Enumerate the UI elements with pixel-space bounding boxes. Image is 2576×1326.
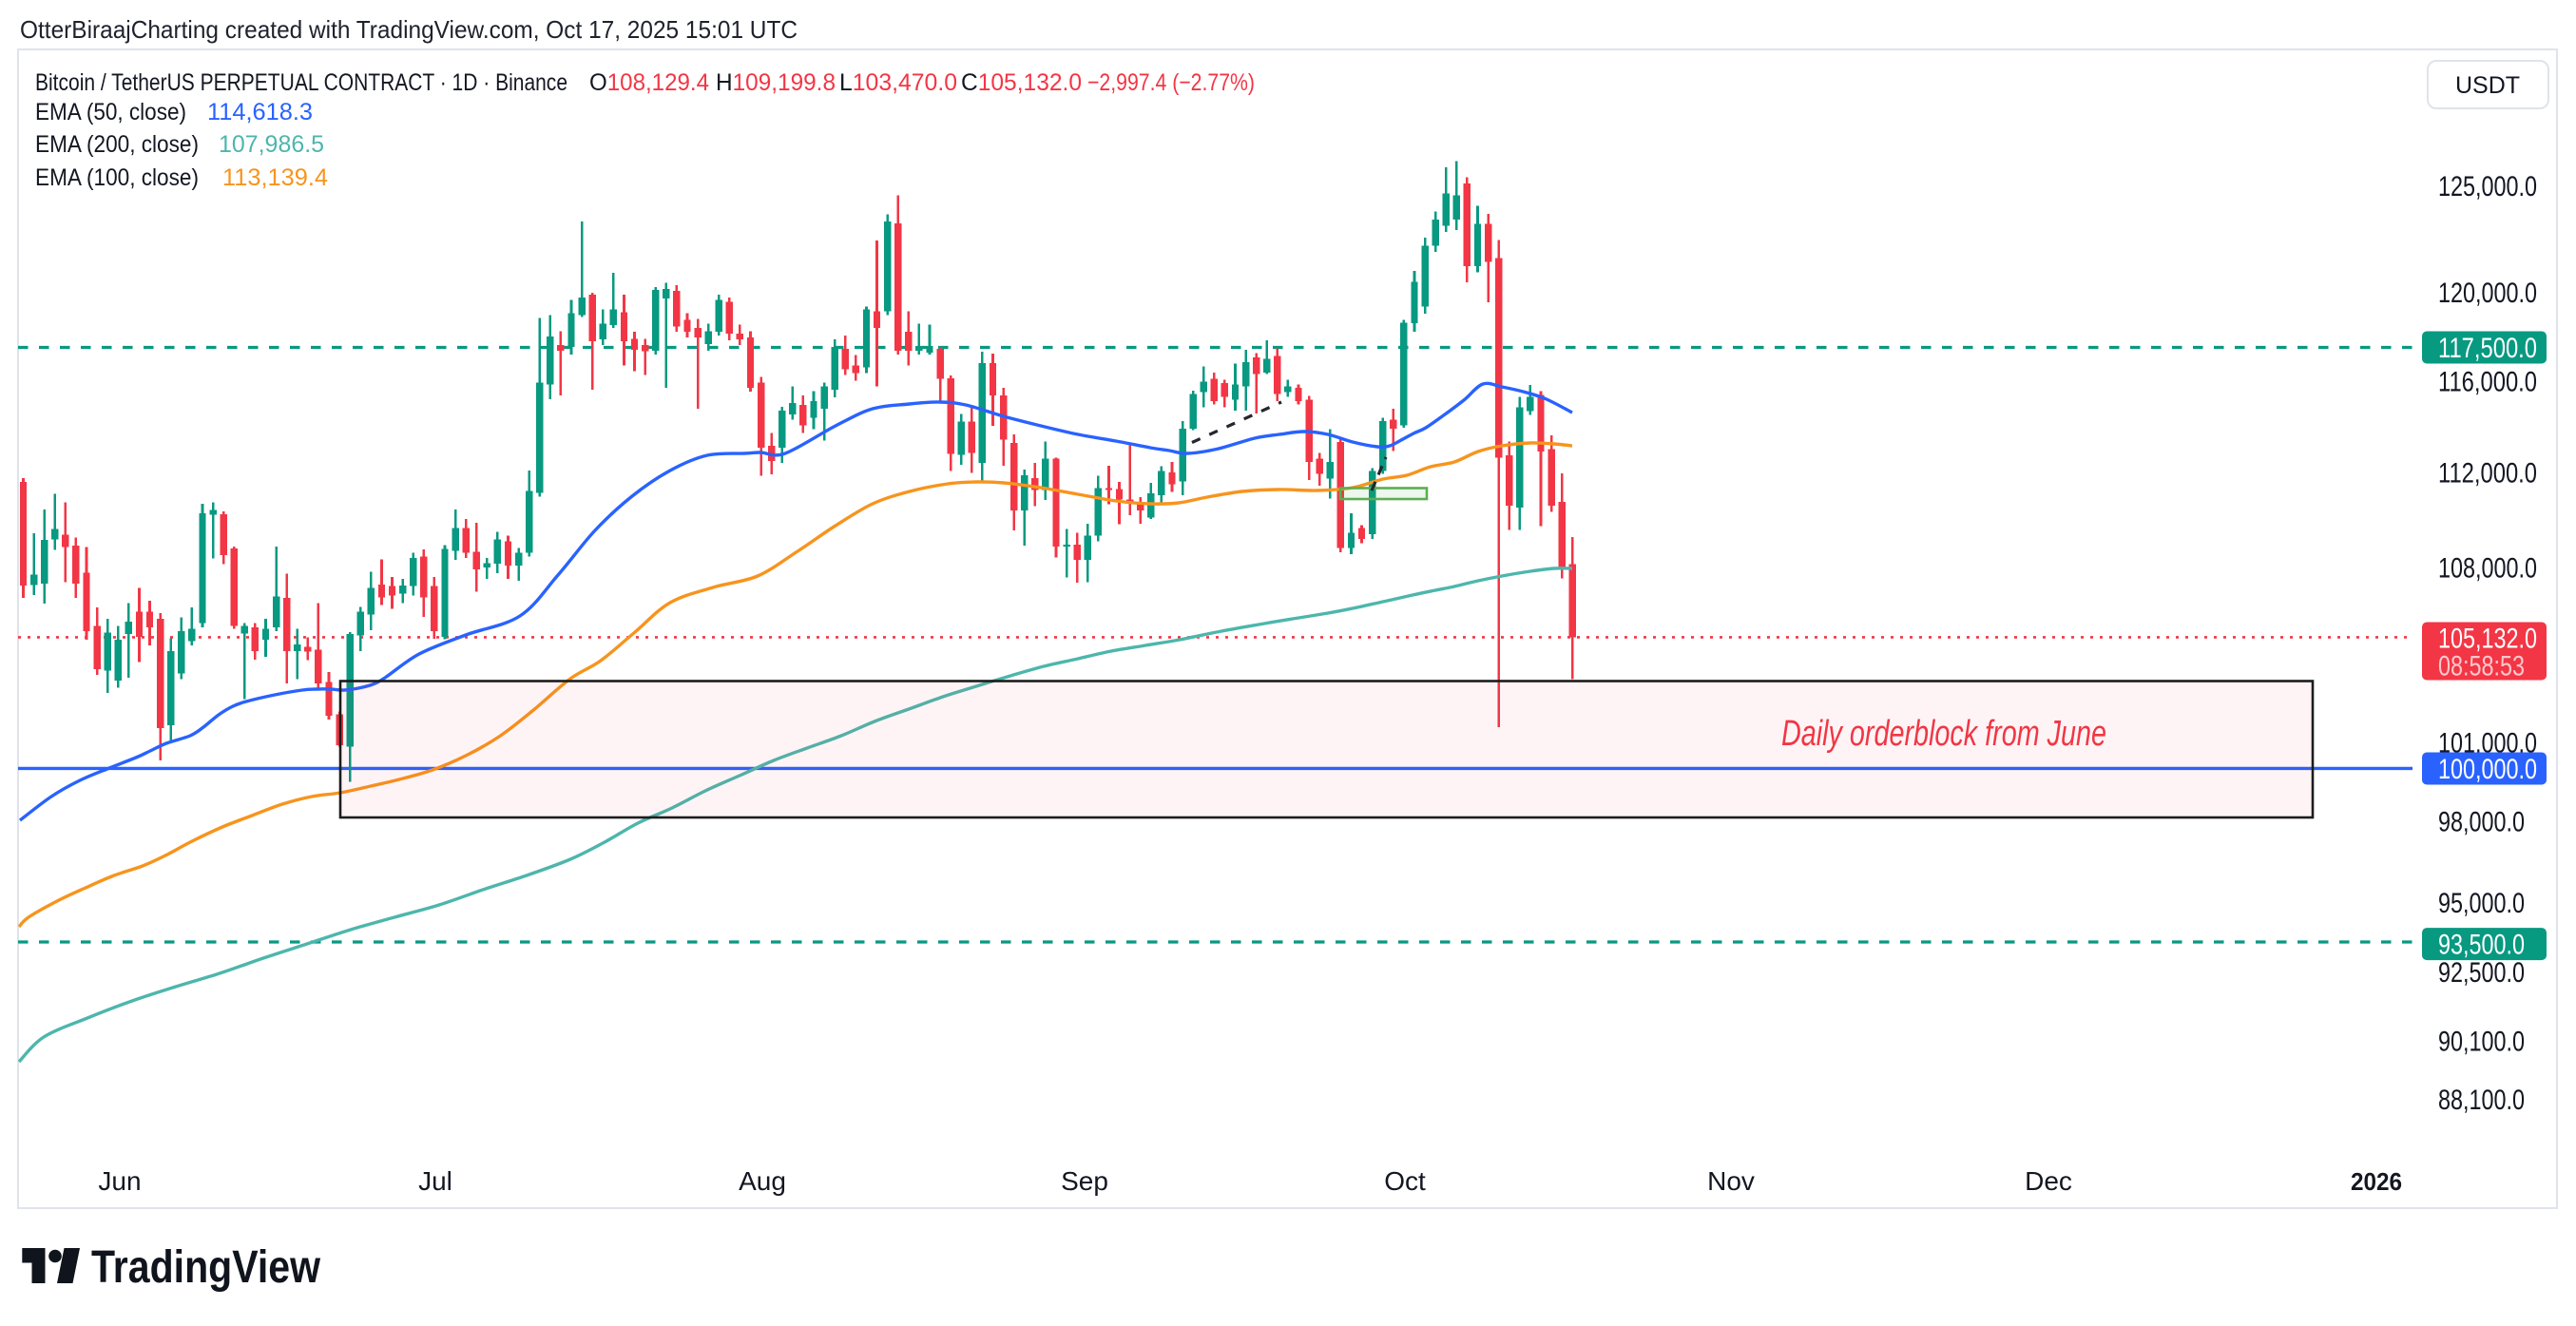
svg-text:92,500.0: 92,500.0 (2438, 957, 2525, 989)
svg-text:Aug: Aug (739, 1166, 786, 1196)
svg-text:90,100.0: 90,100.0 (2438, 1026, 2525, 1057)
svg-text:Dec: Dec (2025, 1166, 2072, 1196)
svg-text:125,000.0: 125,000.0 (2438, 171, 2537, 202)
svg-text:EMA (100, close): EMA (100, close) (35, 164, 199, 191)
svg-text:08:58:53: 08:58:53 (2438, 651, 2525, 682)
svg-text:OtterBiraajCharting created wi: OtterBiraajCharting created with Trading… (20, 15, 798, 44)
svg-text:88,100.0: 88,100.0 (2438, 1085, 2525, 1116)
svg-text:105,132.0: 105,132.0 (2438, 624, 2537, 655)
svg-text:116,000.0: 116,000.0 (2438, 366, 2537, 397)
svg-text:98,000.0: 98,000.0 (2438, 807, 2525, 838)
svg-text:Jun: Jun (98, 1166, 141, 1196)
svg-text:Bitcoin / TetherUS PERPETUAL C: Bitcoin / TetherUS PERPETUAL CONTRACT · … (35, 69, 567, 96)
svg-text:2026: 2026 (2351, 1167, 2402, 1196)
svg-text:93,500.0: 93,500.0 (2438, 930, 2525, 961)
svg-text:114,618.3: 114,618.3 (207, 99, 313, 125)
svg-text:Oct: Oct (1384, 1166, 1426, 1196)
svg-text:O108,129.4: O108,129.4 (589, 69, 709, 96)
svg-text:L103,470.0: L103,470.0 (839, 69, 957, 96)
svg-text:EMA (200, close): EMA (200, close) (35, 131, 199, 158)
svg-text:−2,997.4 (−2.77%): −2,997.4 (−2.77%) (1087, 69, 1255, 96)
svg-text:112,000.0: 112,000.0 (2438, 458, 2537, 490)
svg-text:117,500.0: 117,500.0 (2438, 333, 2537, 364)
svg-text:Nov: Nov (1707, 1166, 1755, 1196)
svg-text:Sep: Sep (1061, 1166, 1108, 1196)
svg-text:USDT: USDT (2455, 72, 2520, 99)
svg-text:Jul: Jul (418, 1166, 452, 1196)
svg-text:108,000.0: 108,000.0 (2438, 553, 2537, 585)
svg-text:107,986.5: 107,986.5 (219, 131, 324, 158)
svg-text:Daily orderblock from June: Daily orderblock from June (1781, 714, 2106, 754)
svg-text:120,000.0: 120,000.0 (2438, 278, 2537, 309)
svg-text:TradingView: TradingView (91, 1242, 321, 1293)
svg-text:100,000.0: 100,000.0 (2438, 754, 2537, 785)
svg-text:95,000.0: 95,000.0 (2438, 888, 2525, 919)
svg-text:H109,199.8: H109,199.8 (716, 69, 836, 96)
svg-text:113,139.4: 113,139.4 (222, 164, 328, 191)
svg-text:C105,132.0: C105,132.0 (961, 69, 1082, 96)
svg-text:EMA (50, close): EMA (50, close) (35, 99, 186, 125)
